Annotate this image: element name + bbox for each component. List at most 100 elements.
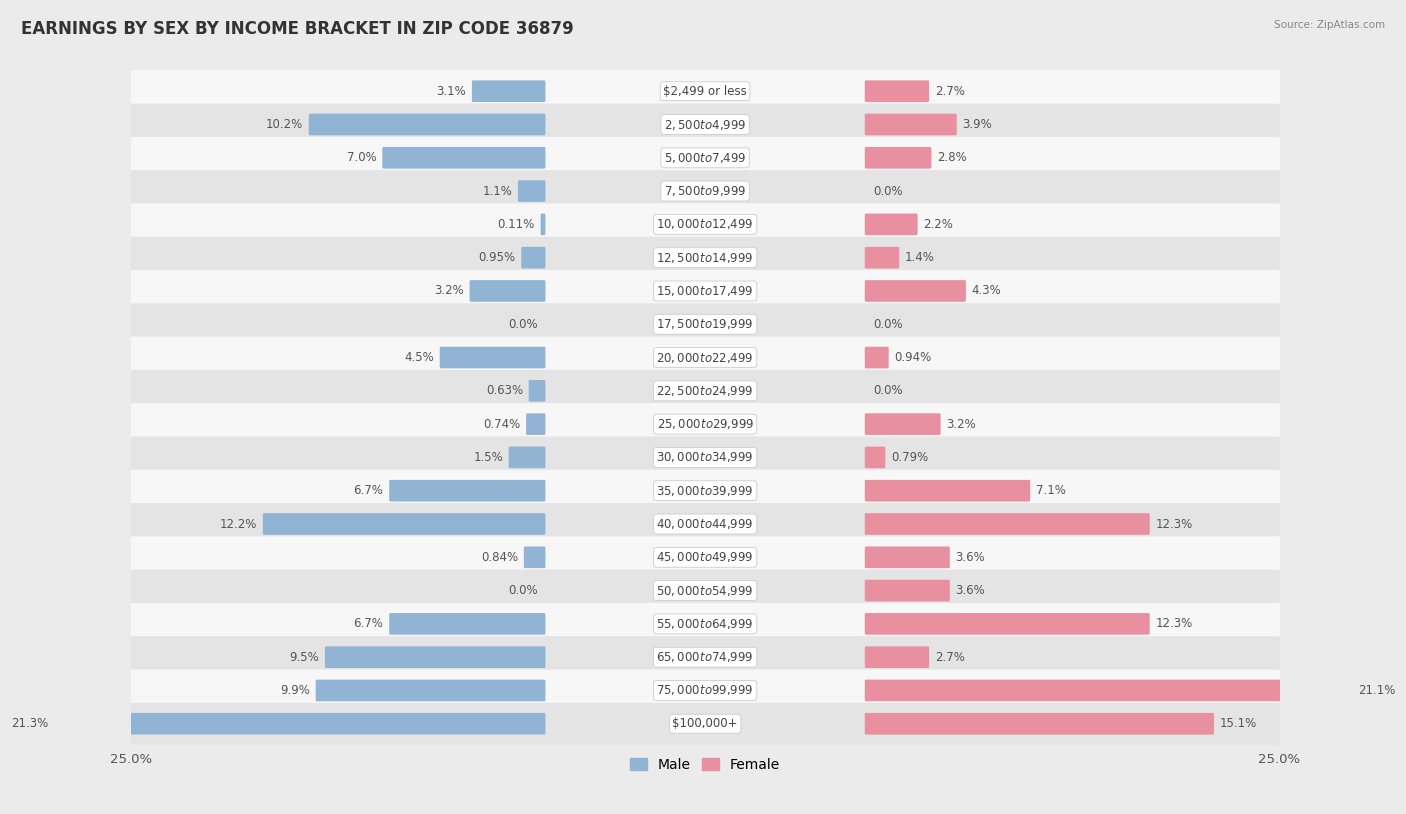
- FancyBboxPatch shape: [526, 414, 546, 435]
- FancyBboxPatch shape: [129, 403, 1281, 445]
- Text: 3.2%: 3.2%: [434, 284, 464, 297]
- Text: $35,000 to $39,999: $35,000 to $39,999: [657, 484, 754, 497]
- Text: 0.0%: 0.0%: [508, 317, 537, 330]
- FancyBboxPatch shape: [129, 503, 1281, 545]
- FancyBboxPatch shape: [524, 546, 546, 568]
- Text: $25,000 to $29,999: $25,000 to $29,999: [657, 417, 754, 431]
- FancyBboxPatch shape: [865, 447, 886, 468]
- FancyBboxPatch shape: [53, 713, 546, 734]
- Text: Source: ZipAtlas.com: Source: ZipAtlas.com: [1274, 20, 1385, 30]
- Text: 12.2%: 12.2%: [219, 518, 257, 531]
- FancyBboxPatch shape: [865, 414, 941, 435]
- Text: 1.1%: 1.1%: [482, 185, 512, 198]
- FancyBboxPatch shape: [129, 237, 1281, 278]
- Text: $10,000 to $12,499: $10,000 to $12,499: [657, 217, 754, 231]
- Text: 2.7%: 2.7%: [935, 85, 965, 98]
- Text: 0.74%: 0.74%: [484, 418, 520, 431]
- Text: 0.84%: 0.84%: [481, 551, 517, 564]
- Text: 1.5%: 1.5%: [474, 451, 503, 464]
- FancyBboxPatch shape: [129, 103, 1281, 146]
- FancyBboxPatch shape: [129, 669, 1281, 711]
- FancyBboxPatch shape: [129, 204, 1281, 245]
- FancyBboxPatch shape: [389, 613, 546, 635]
- Text: $65,000 to $74,999: $65,000 to $74,999: [657, 650, 754, 664]
- FancyBboxPatch shape: [129, 436, 1281, 479]
- FancyBboxPatch shape: [129, 536, 1281, 578]
- FancyBboxPatch shape: [129, 570, 1281, 611]
- Text: 7.0%: 7.0%: [347, 151, 377, 164]
- Text: 12.3%: 12.3%: [1156, 518, 1192, 531]
- Text: 9.9%: 9.9%: [280, 684, 309, 697]
- Text: 6.7%: 6.7%: [353, 617, 384, 630]
- FancyBboxPatch shape: [529, 380, 546, 401]
- Text: $75,000 to $99,999: $75,000 to $99,999: [657, 684, 754, 698]
- Text: 21.1%: 21.1%: [1358, 684, 1395, 697]
- FancyBboxPatch shape: [440, 347, 546, 369]
- Text: 0.0%: 0.0%: [873, 185, 903, 198]
- FancyBboxPatch shape: [865, 580, 950, 602]
- FancyBboxPatch shape: [382, 147, 546, 168]
- Text: 2.7%: 2.7%: [935, 650, 965, 663]
- FancyBboxPatch shape: [865, 713, 1213, 734]
- Text: 10.2%: 10.2%: [266, 118, 304, 131]
- FancyBboxPatch shape: [865, 680, 1353, 702]
- Text: $2,499 or less: $2,499 or less: [664, 85, 747, 98]
- FancyBboxPatch shape: [865, 114, 956, 135]
- FancyBboxPatch shape: [129, 70, 1281, 112]
- FancyBboxPatch shape: [316, 680, 546, 702]
- FancyBboxPatch shape: [263, 513, 546, 535]
- FancyBboxPatch shape: [865, 147, 931, 168]
- Text: 21.3%: 21.3%: [11, 717, 48, 730]
- Text: 2.2%: 2.2%: [924, 218, 953, 231]
- Text: $100,000+: $100,000+: [672, 717, 738, 730]
- Text: 3.6%: 3.6%: [956, 551, 986, 564]
- Text: 15.1%: 15.1%: [1220, 717, 1257, 730]
- FancyBboxPatch shape: [517, 180, 546, 202]
- Text: $5,000 to $7,499: $5,000 to $7,499: [664, 151, 747, 164]
- Text: 3.1%: 3.1%: [436, 85, 467, 98]
- Text: $12,500 to $14,999: $12,500 to $14,999: [657, 251, 754, 265]
- FancyBboxPatch shape: [865, 546, 950, 568]
- Text: $45,000 to $49,999: $45,000 to $49,999: [657, 550, 754, 564]
- Text: $15,000 to $17,499: $15,000 to $17,499: [657, 284, 754, 298]
- Text: 0.11%: 0.11%: [498, 218, 534, 231]
- Text: 0.63%: 0.63%: [486, 384, 523, 397]
- FancyBboxPatch shape: [389, 480, 546, 501]
- Text: $20,000 to $22,499: $20,000 to $22,499: [657, 351, 754, 365]
- Text: 7.1%: 7.1%: [1036, 484, 1066, 497]
- FancyBboxPatch shape: [309, 114, 546, 135]
- Text: $22,500 to $24,999: $22,500 to $24,999: [657, 384, 754, 398]
- FancyBboxPatch shape: [129, 304, 1281, 345]
- FancyBboxPatch shape: [129, 702, 1281, 745]
- Text: 12.3%: 12.3%: [1156, 617, 1192, 630]
- Text: 1.4%: 1.4%: [905, 252, 935, 265]
- FancyBboxPatch shape: [522, 247, 546, 269]
- Legend: Male, Female: Male, Female: [624, 752, 786, 777]
- Text: $50,000 to $54,999: $50,000 to $54,999: [657, 584, 754, 597]
- Text: 3.2%: 3.2%: [946, 418, 976, 431]
- Text: $17,500 to $19,999: $17,500 to $19,999: [657, 317, 754, 331]
- Text: 0.0%: 0.0%: [873, 317, 903, 330]
- FancyBboxPatch shape: [865, 347, 889, 369]
- FancyBboxPatch shape: [865, 613, 1150, 635]
- FancyBboxPatch shape: [865, 213, 918, 235]
- FancyBboxPatch shape: [865, 480, 1031, 501]
- FancyBboxPatch shape: [129, 637, 1281, 678]
- Text: 2.8%: 2.8%: [938, 151, 967, 164]
- Text: 0.95%: 0.95%: [478, 252, 516, 265]
- FancyBboxPatch shape: [129, 336, 1281, 379]
- Text: $55,000 to $64,999: $55,000 to $64,999: [657, 617, 754, 631]
- FancyBboxPatch shape: [129, 370, 1281, 412]
- FancyBboxPatch shape: [129, 603, 1281, 645]
- FancyBboxPatch shape: [129, 137, 1281, 179]
- FancyBboxPatch shape: [472, 81, 546, 102]
- Text: $30,000 to $34,999: $30,000 to $34,999: [657, 450, 754, 465]
- Text: 4.3%: 4.3%: [972, 284, 1001, 297]
- Text: $2,500 to $4,999: $2,500 to $4,999: [664, 117, 747, 132]
- Text: EARNINGS BY SEX BY INCOME BRACKET IN ZIP CODE 36879: EARNINGS BY SEX BY INCOME BRACKET IN ZIP…: [21, 20, 574, 38]
- Text: 0.0%: 0.0%: [873, 384, 903, 397]
- FancyBboxPatch shape: [325, 646, 546, 668]
- Text: 3.9%: 3.9%: [963, 118, 993, 131]
- Text: 3.6%: 3.6%: [956, 584, 986, 597]
- Text: 0.0%: 0.0%: [508, 584, 537, 597]
